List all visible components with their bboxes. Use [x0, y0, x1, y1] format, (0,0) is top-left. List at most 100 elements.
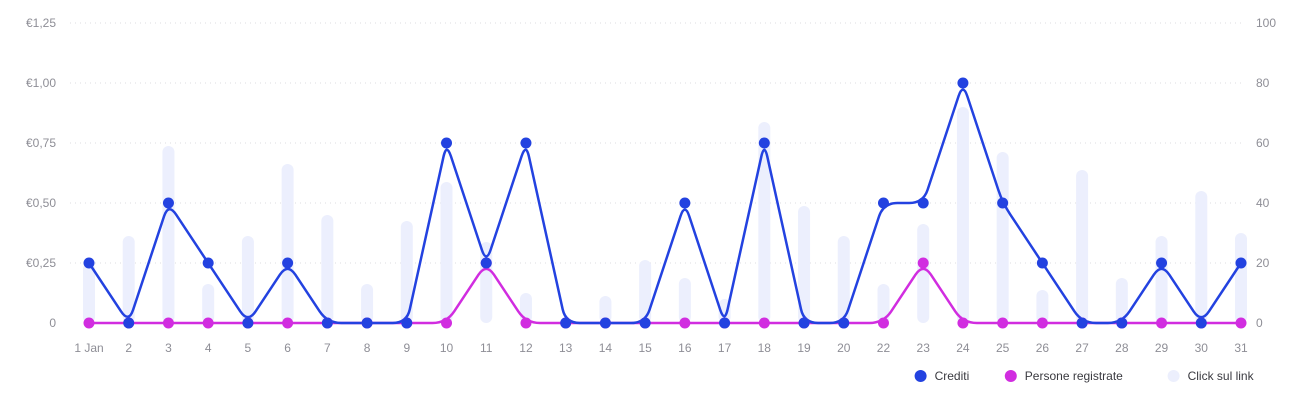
point-crediti[interactable] [282, 257, 294, 269]
y-right-tick-label: 40 [1256, 196, 1270, 210]
point-crediti[interactable] [997, 197, 1009, 209]
bar-click-sul-link [122, 236, 135, 323]
x-tick-label: 14 [599, 341, 613, 355]
x-tick-label: 10 [440, 341, 454, 355]
point-crediti[interactable] [321, 317, 333, 329]
point-crediti[interactable] [798, 317, 810, 329]
grid-lines [70, 22, 1243, 264]
y-left-tick-label: €0,75 [26, 136, 56, 150]
point-crediti[interactable] [401, 317, 413, 329]
bar-click-sul-link [678, 278, 691, 323]
x-tick-label: 15 [638, 341, 652, 355]
bar-click-sul-link [440, 182, 453, 323]
point-crediti[interactable] [202, 257, 214, 269]
x-tick-label: 16 [678, 341, 692, 355]
point-crediti[interactable] [1195, 317, 1207, 329]
point-crediti[interactable] [957, 77, 969, 89]
point-crediti[interactable] [877, 197, 889, 209]
point-crediti[interactable] [639, 317, 651, 329]
point-crediti[interactable] [1036, 257, 1048, 269]
bar-click-sul-link [281, 164, 294, 323]
legend-label-persone-registrate[interactable]: Persone registrate [1025, 369, 1123, 383]
x-tick-label: 4 [205, 341, 212, 355]
point-crediti[interactable] [480, 257, 492, 269]
point-persone-registrate[interactable] [957, 317, 969, 329]
point-persone-registrate[interactable] [1156, 317, 1168, 329]
point-crediti[interactable] [758, 137, 770, 149]
point-crediti[interactable] [242, 317, 254, 329]
legend-marker-click-sul-link[interactable] [1167, 370, 1180, 382]
y-left-tick-label: 0 [49, 316, 56, 330]
point-persone-registrate[interactable] [679, 317, 691, 329]
legend-marker-persone-registrate[interactable] [1004, 370, 1017, 382]
point-crediti[interactable] [719, 317, 731, 329]
y-right-tick-label: 80 [1256, 76, 1270, 90]
point-persone-registrate[interactable] [441, 317, 453, 329]
x-tick-label: 8 [364, 341, 371, 355]
point-crediti[interactable] [1235, 257, 1247, 269]
x-tick-label: 3 [165, 341, 172, 355]
bar-click-sul-link [917, 224, 930, 323]
bar-click-sul-link [1115, 278, 1128, 323]
point-crediti[interactable] [838, 317, 850, 329]
point-persone-registrate[interactable] [917, 257, 929, 269]
point-crediti[interactable] [123, 317, 135, 329]
x-tick-label: 20 [837, 341, 851, 355]
bar-click-sul-link [1195, 191, 1208, 323]
point-persone-registrate[interactable] [520, 317, 532, 329]
bar-click-sul-link [480, 242, 493, 323]
y-left-tick-label: €0,50 [26, 196, 56, 210]
y-axis-right: 0 20 40 60 80 100 [1256, 16, 1276, 330]
x-tick-label: 29 [1155, 341, 1169, 355]
x-tick-label: 17 [718, 341, 732, 355]
x-tick-label: 19 [797, 341, 811, 355]
x-tick-label: 12 [519, 341, 533, 355]
x-tick-label: 9 [403, 341, 410, 355]
point-crediti[interactable] [917, 197, 929, 209]
point-crediti[interactable] [560, 317, 572, 329]
legend-label-click-sul-link[interactable]: Click sul link [1188, 369, 1255, 383]
point-persone-registrate[interactable] [83, 317, 95, 329]
x-tick-label: 6 [284, 341, 291, 355]
x-axis: 1 Jan 2 3 4 5 6 7 8 9 10 11 12 13 14 15 16 17 18 19 20 22 23 2… [74, 341, 1248, 355]
x-tick-label: 31 [1234, 341, 1248, 355]
series-lines [87, 88, 1243, 325]
point-persone-registrate[interactable] [877, 317, 889, 329]
x-tick-label: 30 [1195, 341, 1209, 355]
x-tick-label: 27 [1075, 341, 1089, 355]
point-crediti[interactable] [441, 137, 453, 149]
x-tick-label: 23 [917, 341, 931, 355]
bar-click-sul-link [321, 215, 334, 323]
point-persone-registrate[interactable] [997, 317, 1009, 329]
y-left-tick-label: €0,25 [26, 256, 56, 270]
point-crediti[interactable] [83, 257, 95, 269]
point-crediti[interactable] [1116, 317, 1128, 329]
point-crediti[interactable] [162, 197, 174, 209]
point-persone-registrate[interactable] [1235, 317, 1247, 329]
x-tick-label: 26 [1036, 341, 1050, 355]
point-persone-registrate[interactable] [282, 317, 294, 329]
point-crediti[interactable] [1076, 317, 1088, 329]
bar-click-sul-link [1076, 170, 1089, 323]
point-persone-registrate[interactable] [202, 317, 214, 329]
bar-click-sul-link [996, 152, 1009, 323]
point-persone-registrate[interactable] [1036, 317, 1048, 329]
point-crediti[interactable] [1156, 257, 1168, 269]
line-persone-registrate [87, 267, 1243, 325]
point-crediti[interactable] [599, 317, 611, 329]
bar-click-sul-link [83, 263, 95, 323]
bar-click-sul-link [162, 146, 175, 323]
point-crediti[interactable] [520, 137, 532, 149]
x-tick-label: 24 [956, 341, 970, 355]
bar-click-sul-link [361, 284, 374, 323]
legend-label-crediti[interactable]: Crediti [935, 369, 970, 383]
point-persone-registrate[interactable] [758, 317, 770, 329]
point-crediti[interactable] [361, 317, 373, 329]
legend-marker-crediti[interactable] [914, 370, 927, 382]
point-crediti[interactable] [679, 197, 691, 209]
x-tick-label: 5 [245, 341, 252, 355]
point-persone-registrate[interactable] [162, 317, 174, 329]
bar-click-sul-link [202, 284, 215, 323]
y-right-tick-label: 0 [1256, 316, 1263, 330]
bar-click-sul-link [877, 284, 890, 323]
